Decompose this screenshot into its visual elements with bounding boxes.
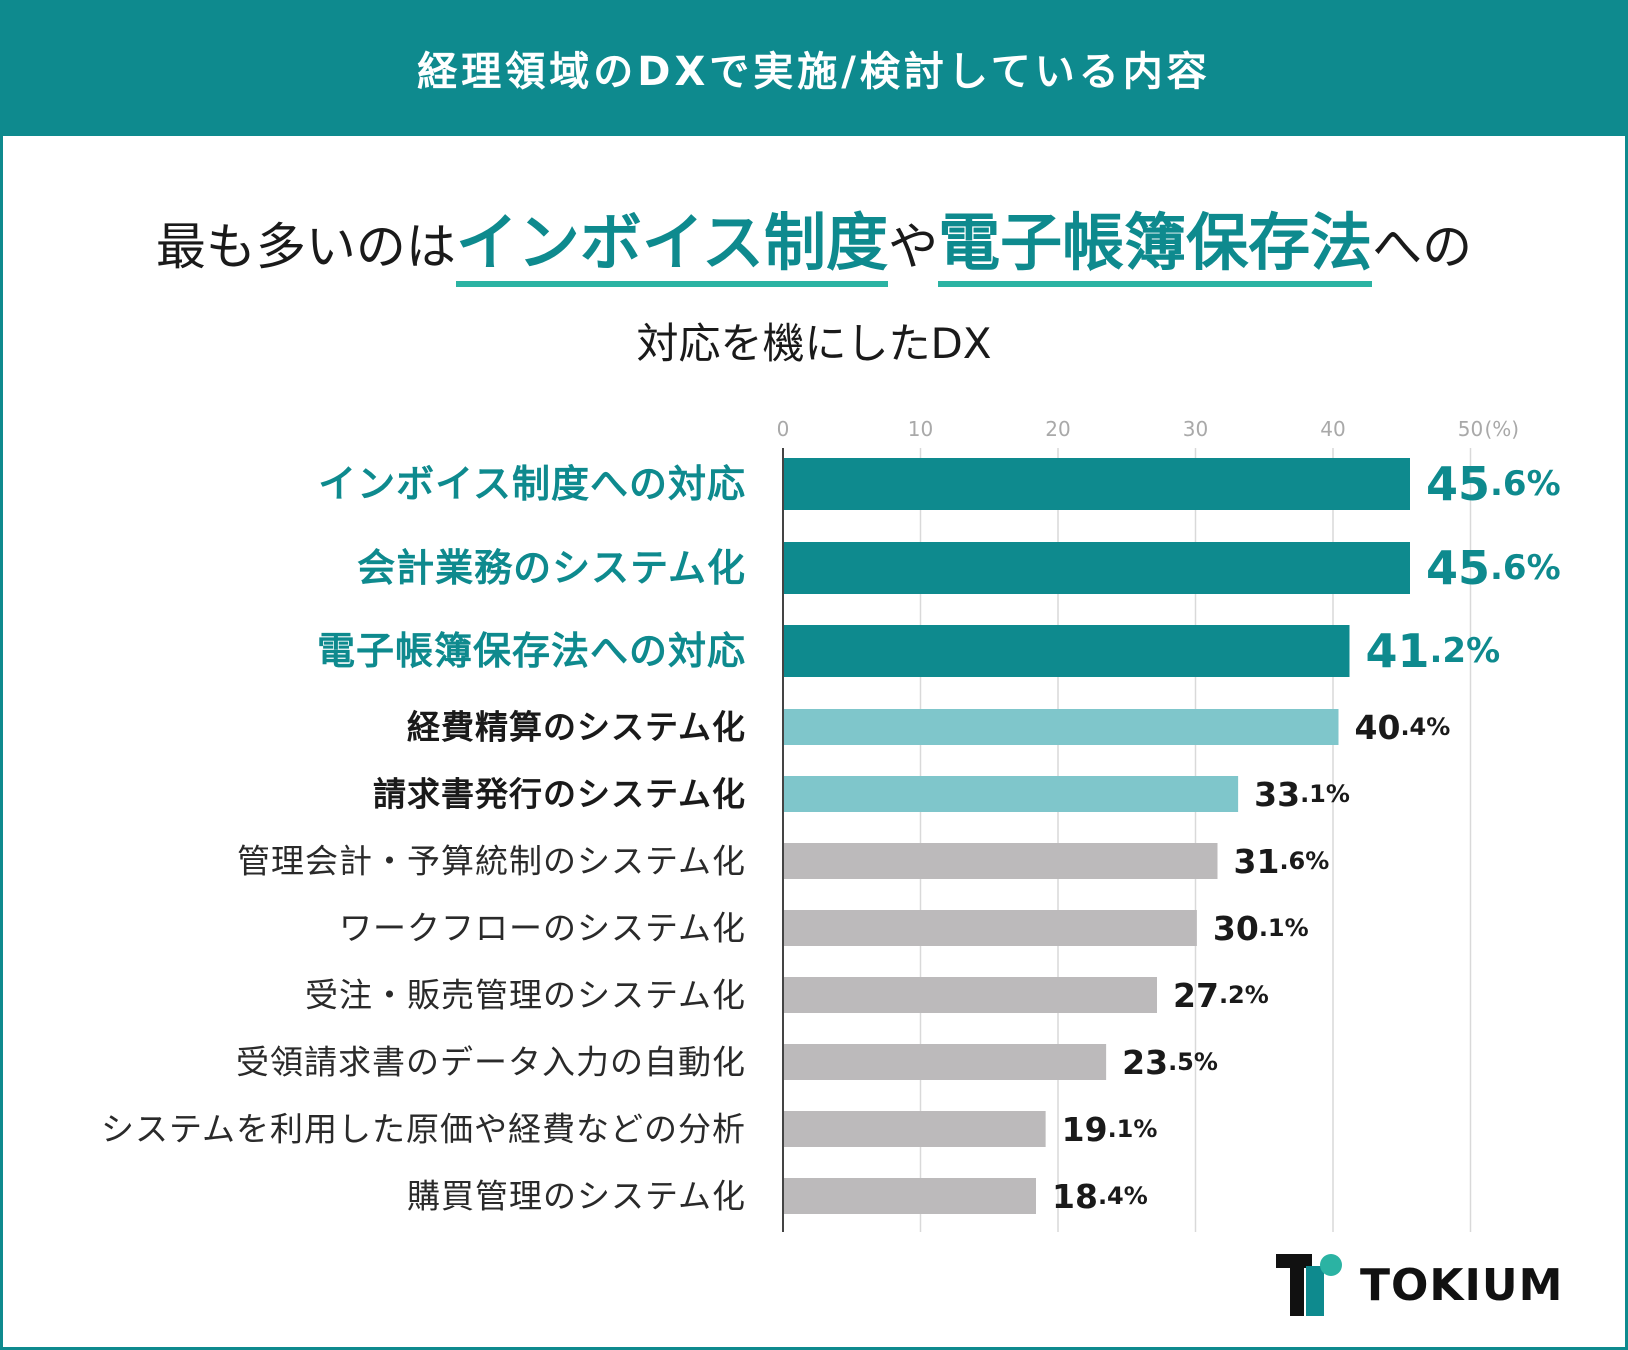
value-label-decimal: .6% bbox=[1490, 548, 1561, 588]
headline: 最も多いのはインボイス制度や電子帳簿保存法への bbox=[0, 192, 1628, 287]
value-label-decimal: .1% bbox=[1259, 914, 1309, 942]
header-banner: 経理領域のDXで実施/検討している内容 bbox=[0, 0, 1628, 136]
category-label: 請求書発行のシステム化 bbox=[373, 775, 746, 814]
value-label: 33.1% bbox=[1254, 775, 1350, 814]
value-label-decimal: .6% bbox=[1490, 464, 1561, 504]
x-tick-label: 0 bbox=[777, 417, 790, 441]
x-tick-label: 20 bbox=[1045, 417, 1070, 441]
bar bbox=[784, 1044, 1107, 1080]
headline-part3: への bbox=[1372, 218, 1473, 276]
value-label-integer: 40 bbox=[1355, 708, 1401, 747]
category-label: システムを利用した原価や経費などの分析 bbox=[101, 1110, 746, 1149]
category-label: 管理会計・予算統制のシステム化 bbox=[237, 842, 746, 881]
value-label: 31.6% bbox=[1234, 842, 1330, 881]
tokium-logo-icon bbox=[1276, 1254, 1342, 1316]
category-label: 受領請求書のデータ入力の自動化 bbox=[236, 1043, 746, 1082]
category-label: 経費精算のシステム化 bbox=[407, 708, 746, 747]
value-label-decimal: .4% bbox=[1098, 1182, 1148, 1210]
value-label-integer: 41 bbox=[1366, 624, 1430, 678]
headline-part1: 最も多いのは bbox=[155, 218, 456, 276]
value-label: 45.6% bbox=[1426, 457, 1561, 511]
bar bbox=[784, 977, 1157, 1013]
value-label: 40.4% bbox=[1355, 708, 1451, 747]
headline-part2: や bbox=[888, 218, 939, 276]
value-label-integer: 45 bbox=[1426, 457, 1490, 511]
category-label: 会計業務のシステム化 bbox=[357, 546, 746, 590]
value-label-integer: 19 bbox=[1062, 1110, 1108, 1149]
x-tick-label: 40 bbox=[1320, 417, 1345, 441]
tokium-logo: TOKIUM bbox=[1276, 1254, 1564, 1316]
category-label: ワークフローのシステム化 bbox=[339, 909, 746, 948]
headline-highlight-ebook: 電子帳簿保存法 bbox=[938, 206, 1373, 287]
headline-line2: 対応を機にしたDX bbox=[636, 319, 992, 368]
value-label-decimal: .5% bbox=[1168, 1048, 1218, 1076]
bar bbox=[784, 625, 1350, 677]
x-unit-label: (%) bbox=[1485, 417, 1520, 441]
value-label: 27.2% bbox=[1173, 976, 1269, 1015]
value-label: 41.2% bbox=[1366, 624, 1501, 678]
tokium-logo-text: TOKIUM bbox=[1360, 1259, 1564, 1311]
bar bbox=[784, 776, 1239, 812]
category-label: 受注・販売管理のシステム化 bbox=[305, 976, 746, 1015]
value-label-integer: 45 bbox=[1426, 541, 1490, 595]
value-label-decimal: .2% bbox=[1430, 631, 1501, 671]
value-label-integer: 23 bbox=[1122, 1043, 1168, 1082]
x-tick-label: 10 bbox=[908, 417, 933, 441]
bar bbox=[784, 910, 1197, 946]
category-label: 購買管理のシステム化 bbox=[407, 1177, 746, 1216]
value-label-decimal: .6% bbox=[1279, 847, 1329, 875]
x-tick-label: 30 bbox=[1183, 417, 1208, 441]
value-label: 18.4% bbox=[1052, 1177, 1148, 1216]
value-label-decimal: .1% bbox=[1108, 1115, 1158, 1143]
headline-highlight-invoice: インボイス制度 bbox=[455, 206, 889, 287]
bar bbox=[784, 1111, 1046, 1147]
category-label: インボイス制度への対応 bbox=[318, 462, 746, 506]
value-label: 23.5% bbox=[1122, 1043, 1218, 1082]
value-label-decimal: .2% bbox=[1219, 981, 1269, 1009]
bar bbox=[784, 843, 1218, 879]
value-label: 45.6% bbox=[1426, 541, 1561, 595]
bar bbox=[784, 709, 1339, 745]
value-label-integer: 31 bbox=[1234, 842, 1280, 881]
x-tick-label: 50 bbox=[1458, 417, 1483, 441]
value-label-integer: 30 bbox=[1213, 909, 1259, 948]
bar bbox=[784, 458, 1410, 510]
value-label: 19.1% bbox=[1062, 1110, 1158, 1149]
value-label-decimal: .1% bbox=[1300, 780, 1350, 808]
value-label: 30.1% bbox=[1213, 909, 1309, 948]
value-label-integer: 18 bbox=[1052, 1177, 1098, 1216]
bar bbox=[784, 542, 1410, 594]
value-label-decimal: .4% bbox=[1400, 713, 1450, 741]
category-label: 電子帳簿保存法への対応 bbox=[317, 629, 746, 673]
value-label-integer: 33 bbox=[1254, 775, 1300, 814]
header-title: 経理領域のDXで実施/検討している内容 bbox=[417, 49, 1211, 95]
value-label-integer: 27 bbox=[1173, 976, 1219, 1015]
bar bbox=[784, 1178, 1036, 1214]
